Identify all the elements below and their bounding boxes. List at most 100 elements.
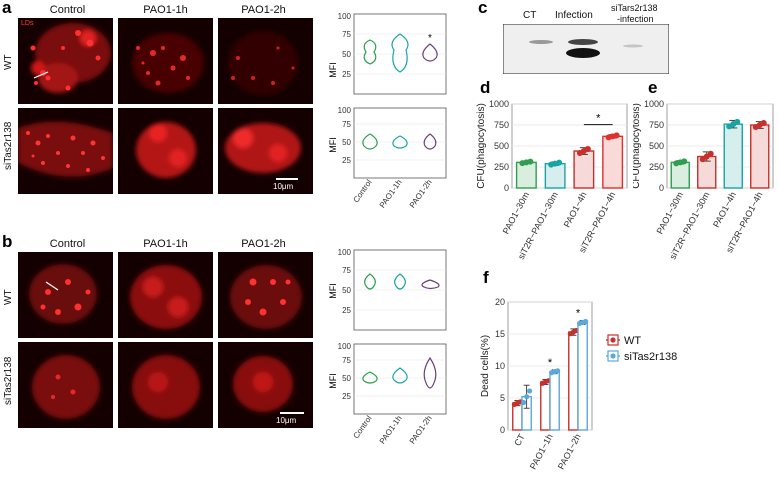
x-tick-label: PAO1−1h — [528, 432, 555, 471]
bar — [515, 161, 537, 189]
data-point — [583, 318, 589, 325]
column-header-control-b: Control — [49, 238, 86, 250]
bar — [549, 371, 560, 431]
y-tick-label: 1000 — [644, 99, 664, 109]
row-label-sitas-b: siTas2r138 — [3, 356, 14, 405]
bar — [540, 381, 551, 431]
x-tick-label: PAO1−30m — [655, 190, 685, 235]
row-label-wt-a: WT — [3, 54, 14, 70]
ytick: 75 — [342, 266, 351, 275]
y-tick-label: 250 — [649, 162, 664, 172]
panel-label-e: e — [648, 78, 658, 97]
lane-label-sitars: siTars2r138 — [611, 3, 658, 13]
ytick: 50 — [342, 374, 351, 383]
y-axis-label: MFI — [328, 62, 338, 78]
column-header-pao1-2h-a: PAO1-2h — [241, 4, 286, 16]
row-label-wt-b: WT — [3, 289, 14, 305]
xtick: PAO1-1h — [378, 178, 404, 210]
violin-plots-b: 25 50 75 100 MFI 25 50 75 100 MFI Contro… — [328, 248, 447, 446]
scale-bar-label-b: 10μm — [276, 416, 297, 425]
violin-a-bottom: 25 50 75 100 MFI Control PAO1-1h PAO1-2h — [328, 106, 447, 210]
lane-label-infection2: -infection — [617, 14, 654, 24]
significance-star: * — [548, 357, 553, 369]
panel-label-a: a — [2, 0, 12, 17]
data-point — [527, 388, 533, 394]
ytick: 25 — [342, 70, 351, 79]
data-point — [556, 159, 563, 166]
xtick: PAO1-2h — [408, 414, 434, 446]
micrograph-a-wt-control: LDs — [18, 18, 113, 104]
legend-label: siTas2r138 — [624, 351, 677, 363]
bar — [512, 402, 523, 431]
x-tick-label: CT — [512, 432, 527, 448]
micrograph-b-wt-control — [18, 252, 113, 338]
ytick: 50 — [342, 286, 351, 295]
y-tick-label: 1000 — [489, 99, 509, 109]
y-axis-label: MFI — [328, 137, 338, 153]
xtick: Control — [351, 414, 373, 440]
bar — [723, 123, 743, 189]
lds-overlay-label: LDs — [21, 20, 34, 27]
bar — [544, 162, 566, 189]
y-axis-label: CFU(phagocytosis) — [633, 103, 642, 189]
bar — [670, 161, 690, 189]
panel-label-f: f — [483, 268, 489, 287]
bar — [568, 331, 579, 431]
data-point — [555, 368, 561, 374]
y-tick-label: 20 — [495, 297, 505, 307]
panel-label-b: b — [2, 232, 13, 251]
significance-star: * — [596, 113, 601, 125]
data-point — [707, 150, 714, 157]
y-axis-label: CFU(phagocytosis) — [476, 103, 487, 189]
data-point — [613, 132, 620, 139]
xtick: PAO1-1h — [378, 414, 404, 446]
micrograph-a-wt-pao1-1h — [118, 18, 213, 104]
micrograph-b-si-pao1-2h: 10μm — [218, 342, 313, 428]
chart-d: 02505007501000CFU(phagocytosis)PAO1−30ms… — [476, 99, 628, 261]
scale-bar — [276, 178, 298, 180]
micrograph-a-wt-pao1-2h — [218, 18, 313, 104]
bar — [602, 135, 624, 189]
ytick: 100 — [338, 248, 352, 257]
lane-label-infection: Infection — [555, 10, 593, 21]
data-point — [734, 118, 741, 125]
lane-label-ct: CT — [523, 10, 537, 21]
bar — [577, 321, 588, 431]
legend-label: WT — [624, 335, 641, 347]
bar — [750, 124, 770, 189]
row-label-sitas-a: siTas2r138 — [3, 121, 14, 170]
y-tick-label: 15 — [495, 329, 505, 339]
y-axis-label: MFI — [328, 283, 338, 299]
violin-pao1-1h — [391, 33, 409, 73]
western-blot — [503, 24, 669, 74]
micrograph-b-si-control — [18, 342, 113, 428]
y-tick-label: 750 — [649, 120, 664, 130]
data-point — [521, 399, 527, 406]
x-tick-label: PAO1−4h — [711, 190, 738, 229]
violin-b-top: 25 50 75 100 MFI — [328, 248, 447, 331]
x-tick-label: PAO1−30m — [501, 190, 531, 235]
column-header-control-a: Control — [49, 4, 86, 16]
violin-b-bottom: 25 50 75 100 MFI Control PAO1-1h PAO1-2h — [328, 342, 447, 446]
ytick: 75 — [342, 356, 351, 365]
y-tick-label: 500 — [494, 141, 509, 151]
data-point — [524, 394, 530, 400]
data-point — [527, 158, 534, 165]
y-tick-label: 250 — [494, 162, 509, 172]
legend-dot — [610, 353, 616, 359]
violin-a-top: 25 50 75 100 MFI * — [328, 12, 447, 95]
ytick: 25 — [342, 306, 351, 315]
chart-e: 02505007501000CFU(phagocytosis)PAO1−30ms… — [633, 99, 774, 261]
chart-f: 0 5 10 15 20 Dead cells(%) CT PAO1−1h PAO1−2h * * W… — [480, 297, 677, 471]
micrograph-a-si-pao1-2h: 10μm — [218, 108, 313, 194]
legend-dot — [610, 337, 616, 343]
ytick: 50 — [342, 50, 351, 59]
y-axis-label: Dead cells(%) — [480, 335, 491, 397]
y-tick-label: 5 — [500, 393, 505, 403]
ytick: 100 — [338, 342, 352, 351]
y-tick-label: 10 — [495, 361, 505, 371]
ytick: 100 — [338, 106, 352, 115]
y-tick-label: 0 — [659, 183, 664, 193]
micrograph-a-si-pao1-1h — [118, 108, 213, 194]
data-point — [681, 158, 688, 165]
